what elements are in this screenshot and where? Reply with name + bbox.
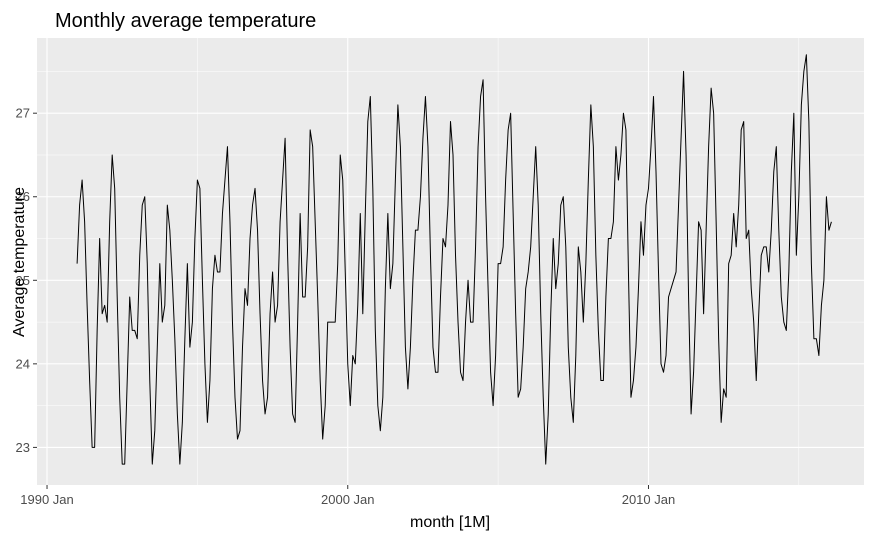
x-tick-label: 2000 Jan [321,492,375,507]
x-axis-ticks: 1990 Jan 2000 Jan 2010 Jan [20,485,675,507]
y-axis-ticks: 23 24 25 26 27 [16,106,37,455]
chart-title: Monthly average temperature [55,10,316,32]
y-tick-label: 23 [16,440,30,455]
y-tick-label: 26 [16,189,30,204]
temperature-series-line [76,54,832,465]
y-tick-label: 25 [16,273,30,288]
minor-gridlines [37,38,864,485]
major-gridlines [37,38,864,485]
y-tick-label: 27 [16,106,30,121]
x-tick-label: 2010 Jan [622,492,676,507]
y-axis-title: Average temperature [11,187,28,337]
x-tick-label: 1990 Jan [20,492,74,507]
plot-panel [37,38,864,485]
y-tick-label: 24 [16,356,30,371]
x-axis-title: month [1M] [410,514,490,531]
